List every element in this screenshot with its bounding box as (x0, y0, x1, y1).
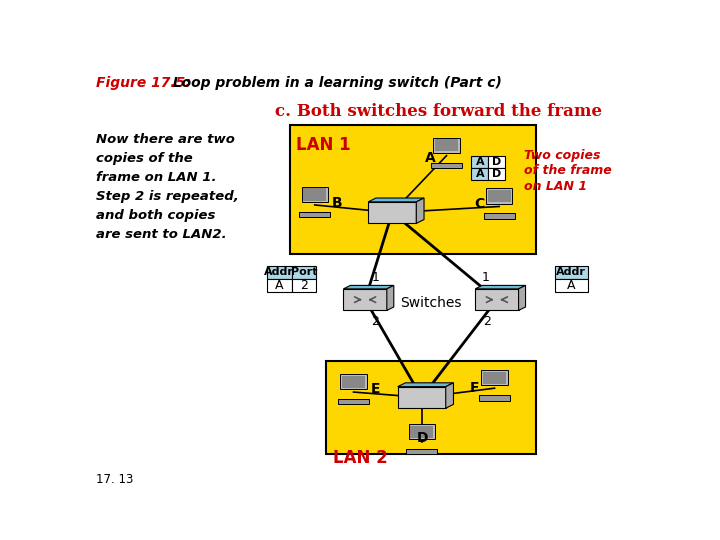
Polygon shape (416, 198, 424, 224)
Text: 17. 13: 17. 13 (96, 473, 134, 486)
Text: A: A (475, 157, 484, 167)
Bar (483, 372, 506, 384)
Bar (290, 125, 536, 254)
Bar (555, 266, 588, 279)
Bar (368, 202, 416, 224)
Bar (300, 212, 330, 217)
Text: 2: 2 (483, 315, 490, 328)
Bar (303, 188, 326, 201)
Bar (555, 279, 588, 292)
Bar (266, 279, 292, 292)
Text: Addr: Addr (557, 267, 586, 278)
Text: LAN 1: LAN 1 (296, 136, 351, 154)
Text: c. Both switches forward the frame: c. Both switches forward the frame (275, 103, 602, 120)
Text: Port: Port (291, 267, 317, 278)
Text: F: F (469, 381, 480, 395)
Text: 2: 2 (372, 315, 379, 328)
Bar (475, 289, 518, 310)
Bar (433, 138, 459, 153)
Text: A: A (567, 279, 575, 292)
Text: 2: 2 (300, 279, 308, 292)
Text: Loop problem in a learning switch (Part c): Loop problem in a learning switch (Part … (163, 76, 502, 90)
Bar (338, 399, 369, 404)
Bar (479, 395, 510, 401)
Bar (292, 266, 316, 279)
Text: C: C (474, 197, 485, 211)
Bar (488, 168, 505, 180)
Text: B: B (332, 195, 343, 210)
Text: D: D (417, 431, 428, 446)
Bar (326, 361, 536, 454)
Text: D: D (492, 169, 502, 179)
Text: E: E (371, 382, 380, 396)
Bar (397, 387, 446, 408)
Polygon shape (397, 383, 454, 387)
Text: 1: 1 (481, 271, 489, 284)
Text: Switches: Switches (400, 296, 462, 310)
Bar (486, 188, 513, 204)
Text: Now there are two
copies of the
frame on LAN 1.
Step 2 is repeated,
and both cop: Now there are two copies of the frame on… (96, 132, 239, 240)
Text: D: D (492, 157, 502, 167)
Bar (292, 279, 316, 292)
Bar (435, 139, 458, 151)
Bar (472, 168, 488, 180)
Bar (484, 213, 515, 219)
Polygon shape (518, 286, 526, 310)
Polygon shape (387, 286, 394, 310)
Bar (302, 187, 328, 202)
Bar (472, 156, 488, 168)
Bar (406, 449, 437, 455)
Bar (482, 370, 508, 386)
Bar (266, 266, 292, 279)
Text: Addr: Addr (264, 267, 294, 278)
Text: LAN 2: LAN 2 (333, 449, 387, 467)
Text: Figure 17.5:: Figure 17.5: (96, 76, 191, 90)
Bar (487, 190, 510, 202)
Text: Two copies
of the frame
on LAN 1: Two copies of the frame on LAN 1 (524, 150, 612, 192)
Text: 1: 1 (372, 271, 379, 284)
Bar (341, 374, 366, 389)
Polygon shape (446, 383, 454, 408)
Bar (408, 424, 435, 440)
Polygon shape (343, 286, 394, 289)
Text: A: A (425, 151, 436, 165)
Polygon shape (475, 286, 526, 289)
Polygon shape (368, 198, 424, 202)
Bar (431, 163, 462, 168)
Bar (342, 376, 365, 388)
Text: A: A (275, 279, 284, 292)
Text: A: A (475, 169, 484, 179)
Bar (488, 156, 505, 168)
Bar (343, 289, 387, 310)
Bar (410, 426, 433, 438)
